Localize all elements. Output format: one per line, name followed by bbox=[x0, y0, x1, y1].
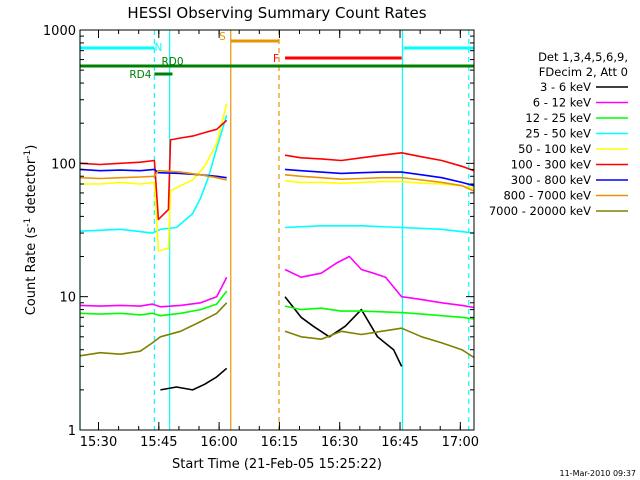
y-axis-label-post: ) bbox=[24, 145, 39, 150]
series-line-2 bbox=[79, 290, 475, 320]
annotation-label-rd4: RD4 bbox=[129, 69, 151, 81]
x-tick-label-1: 15:45 bbox=[140, 435, 177, 450]
state-annotations: N S F RD0 RD4 bbox=[80, 31, 474, 81]
plot-frame bbox=[79, 29, 475, 431]
footer-timestamp: 11-Mar-2010 09:37 bbox=[560, 469, 637, 478]
x-tick-label-2: 16:00 bbox=[200, 435, 237, 450]
legend-label-2: 12 - 25 keV bbox=[525, 111, 591, 125]
axes: 1 10 100 1000 15:30 15:45 16:00 16:15 16:30 16:45… bbox=[43, 24, 479, 450]
legend-label-3: 25 - 50 keV bbox=[525, 127, 591, 141]
y-axis-label: Count Rate (s-1 detector-1) bbox=[23, 145, 39, 316]
annotation-label-s: S bbox=[219, 31, 226, 43]
x-tick-label-0: 15:30 bbox=[80, 435, 117, 450]
y-tick-label-3: 1000 bbox=[43, 24, 76, 39]
legend-label-7: 800 - 7000 keV bbox=[503, 189, 591, 203]
x-axis-label: Start Time (21-Feb-05 15:25:22) bbox=[172, 457, 382, 472]
chart-title: HESSI Observing Summary Count Rates bbox=[127, 4, 426, 22]
legend-label-8: 7000 - 20000 keV bbox=[489, 204, 591, 218]
series-line-7 bbox=[79, 169, 475, 192]
plot-area bbox=[80, 30, 474, 430]
y-tick-label-0: 1 bbox=[68, 424, 76, 439]
legend-label-1: 6 - 12 keV bbox=[533, 96, 591, 110]
y-tick-label-2: 100 bbox=[51, 157, 76, 172]
series-line-0 bbox=[160, 296, 403, 391]
annotation-label-rd0: RD0 bbox=[161, 56, 183, 68]
x-tick-label-4: 16:30 bbox=[321, 435, 358, 450]
x-tick-label-3: 16:15 bbox=[261, 435, 298, 450]
x-tick-label-5: 16:45 bbox=[381, 435, 418, 450]
series-line-5 bbox=[79, 119, 475, 221]
y-axis-label-sup1: -1 bbox=[23, 218, 33, 227]
y-tick-label-1: 10 bbox=[59, 291, 76, 306]
legend: Det 1,3,4,5,6,9, FDecim 2, Att 0 3 - 6 k… bbox=[489, 50, 628, 218]
plot-background bbox=[80, 30, 474, 430]
series-line-3 bbox=[79, 114, 475, 234]
legend-header-line-2: FDecim 2, Att 0 bbox=[539, 65, 628, 79]
legend-label-5: 100 - 300 keV bbox=[511, 158, 591, 172]
legend-label-4: 50 - 100 keV bbox=[518, 142, 591, 156]
y-axis-label-pre: Count Rate (s bbox=[24, 227, 39, 316]
annotation-label-n: N bbox=[155, 42, 163, 54]
y-axis-label-sup2: -1 bbox=[23, 150, 33, 159]
series-line-1 bbox=[79, 255, 475, 309]
legend-header-line-1: Det 1,3,4,5,6,9, bbox=[538, 50, 628, 64]
annotation-label-f: F bbox=[273, 53, 279, 65]
legend-label-6: 300 - 800 keV bbox=[511, 173, 591, 187]
series-line-8 bbox=[79, 302, 475, 359]
x-tick-label-6: 17:00 bbox=[442, 435, 479, 450]
series-lines bbox=[79, 103, 475, 391]
y-axis-label-mid: detector bbox=[24, 158, 39, 218]
legend-label-0: 3 - 6 keV bbox=[540, 80, 591, 94]
series-line-4 bbox=[80, 103, 475, 252]
